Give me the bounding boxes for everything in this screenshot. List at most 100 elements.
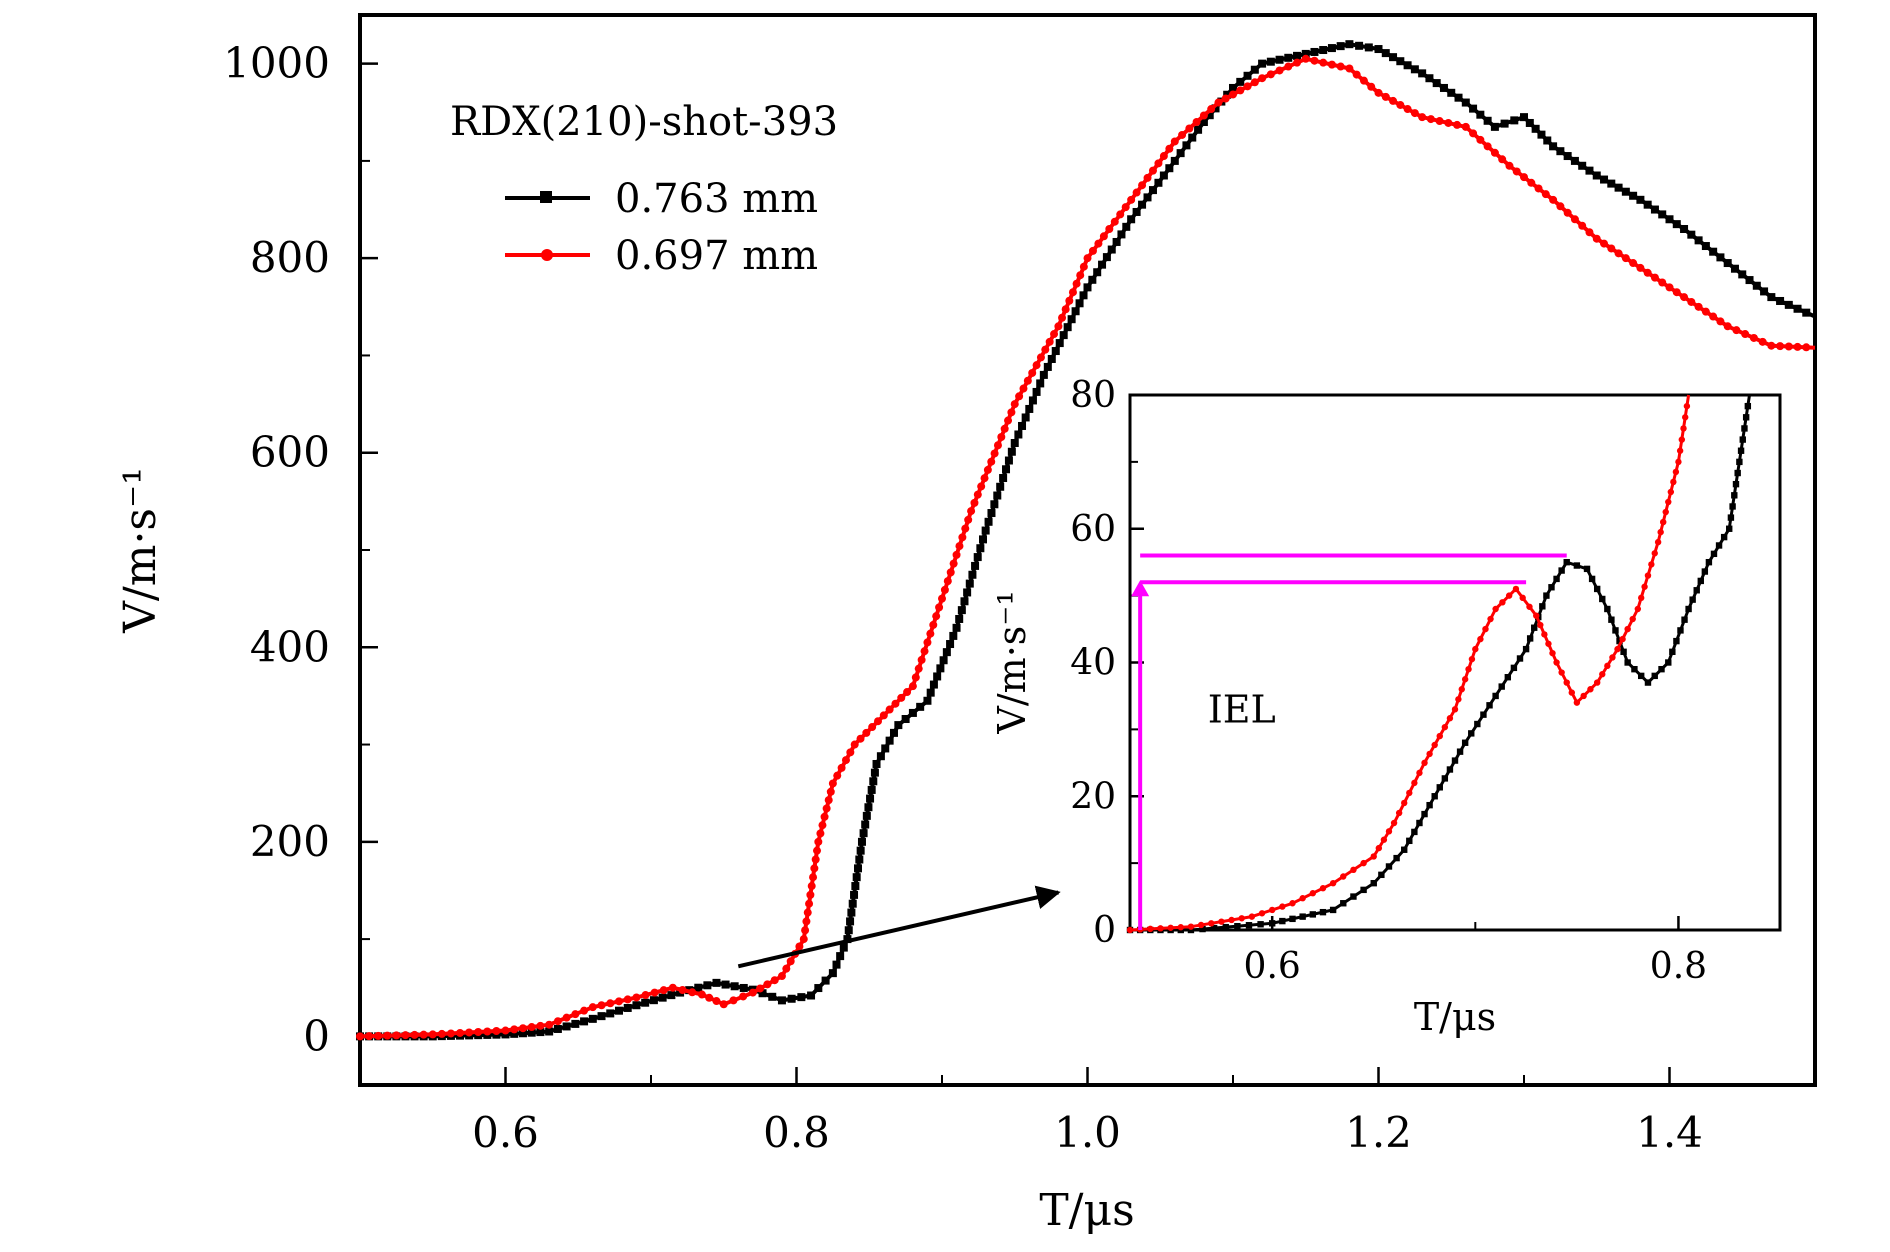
main-series-marker-0 [847,908,856,917]
main-series-marker-1 [527,1023,536,1032]
main-series-marker-0 [1355,41,1364,50]
inset-series-marker-1 [1573,699,1581,706]
inset-series-marker-1 [1683,402,1691,410]
iel-arrowhead [1131,580,1150,597]
main-series-marker-0 [866,794,875,803]
main-series-marker-1 [828,779,837,788]
main-series-marker-0 [545,1027,554,1036]
main-series-marker-1 [492,1027,501,1036]
main-series-marker-0 [667,991,676,1000]
inset-series-marker-0 [1522,645,1530,653]
main-series-marker-1 [1374,88,1383,97]
main-series-marker-0 [1025,404,1034,413]
main-series-marker-1 [958,533,967,542]
main-series-marker-0 [946,640,955,649]
inset-series-marker-0 [1498,683,1505,690]
inset-series-marker-1 [1279,903,1286,910]
main-series-marker-0 [1694,236,1703,245]
main-series-marker-0 [1250,65,1259,74]
main-series-marker-1 [807,882,816,891]
main-series-marker-0 [1059,331,1068,340]
main-series-marker-0 [1170,156,1179,165]
main-series-marker-1 [977,482,986,491]
main-series-marker-1 [1266,70,1275,79]
main-series-marker-1 [1709,312,1718,321]
main-series-marker-0 [1543,136,1552,145]
main-series-marker-0 [1002,465,1011,474]
main-series-marker-0 [1236,77,1245,86]
main-series-marker-0 [1284,53,1293,62]
main-series-marker-0 [1730,264,1739,273]
inset-series-marker-1 [1599,671,1606,678]
main-series-marker-1 [782,964,791,973]
main-series-marker-1 [650,988,659,997]
inset-series-marker-1 [1680,425,1687,432]
main-series-marker-0 [1112,237,1121,246]
inset-series-marker-1 [1416,769,1423,777]
main-series-marker-1 [997,433,1006,442]
main-series-marker-1 [659,986,668,995]
inset-series-marker-0 [1651,672,1658,680]
inset-series-marker-0 [1715,542,1723,549]
legend-marker-0697 [541,249,553,261]
main-series-marker-0 [870,768,879,777]
main-series-marker-1 [824,796,833,805]
main-series-marker-1 [1701,307,1710,316]
main-series-marker-1 [1015,392,1024,401]
main-series-marker-1 [1352,70,1361,79]
main-series-marker-0 [1767,293,1776,302]
main-series-marker-0 [1716,253,1725,262]
inset-y-tick-label: 80 [1070,375,1116,416]
inset-series-marker-0 [1222,923,1229,931]
main-series-marker-0 [1194,125,1203,134]
main-series-marker-1 [1058,313,1067,322]
main-series-marker-0 [1490,122,1499,131]
main-series-marker-1 [1614,249,1623,258]
inset-series-marker-1 [1458,686,1465,693]
main-series-marker-1 [1004,416,1013,425]
inset-series-marker-0 [1474,720,1481,728]
main-series-marker-1 [1185,124,1194,133]
main-series-marker-0 [1396,57,1405,66]
inset-series-marker-1 [1167,924,1174,931]
main-series-marker-1 [1621,254,1630,263]
main-series-marker-1 [983,465,992,474]
main-series-marker-1 [1159,152,1168,161]
inset-series-marker-0 [1456,748,1464,755]
inset-series-marker-1 [1634,605,1642,613]
main-series-marker-0 [721,980,730,989]
main-series-marker-0 [606,1009,615,1018]
main-series-marker-1 [1221,94,1230,103]
main-series-marker-0 [1127,215,1136,224]
main-series-marker-1 [1023,376,1032,385]
main-series-marker-0 [1063,323,1072,332]
main-series-marker-1 [818,821,827,830]
inset-series-marker-0 [1543,592,1550,599]
inset-series-marker-1 [1492,605,1499,613]
inset-series-marker-1 [1299,895,1306,902]
main-series-marker-1 [1694,302,1703,311]
main-series-marker-1 [1793,342,1802,351]
inset-series-marker-0 [1710,550,1718,558]
inset-series-marker-1 [1350,866,1357,874]
main-series-marker-0 [848,899,857,908]
main-series-marker-1 [1028,368,1037,377]
main-series-marker-0 [623,1003,632,1012]
main-series-marker-0 [1021,413,1030,422]
main-series-marker-1 [712,997,721,1006]
inset-series-marker-0 [1693,587,1700,594]
main-series-marker-1 [1418,113,1427,122]
inset-series-marker-0 [1431,793,1438,800]
inset-series-marker-1 [1197,921,1205,929]
main-series-marker-1 [553,1017,562,1026]
inset-series-marker-1 [1682,414,1689,421]
main-series-marker-1 [588,1003,597,1012]
main-series-marker-1 [1076,271,1085,280]
inset-series-marker-1 [1375,844,1383,852]
main-series-marker-1 [1061,305,1070,314]
main-series-marker-0 [1483,116,1492,125]
main-series-marker-1 [1105,225,1114,233]
main-series-marker-0 [712,978,721,987]
main-series-marker-1 [1250,78,1259,87]
